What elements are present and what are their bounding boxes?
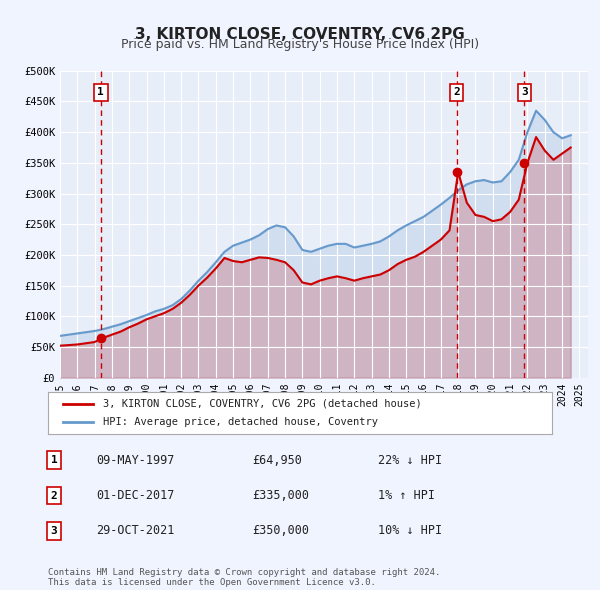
Text: £335,000: £335,000 bbox=[252, 489, 309, 502]
Text: 01-DEC-2017: 01-DEC-2017 bbox=[96, 489, 175, 502]
Text: 2: 2 bbox=[50, 491, 58, 500]
Text: 1: 1 bbox=[97, 87, 104, 97]
Text: 09-MAY-1997: 09-MAY-1997 bbox=[96, 454, 175, 467]
Text: 3: 3 bbox=[521, 87, 528, 97]
Text: 10% ↓ HPI: 10% ↓ HPI bbox=[378, 525, 442, 537]
Text: 29-OCT-2021: 29-OCT-2021 bbox=[96, 525, 175, 537]
Text: 3, KIRTON CLOSE, COVENTRY, CV6 2PG: 3, KIRTON CLOSE, COVENTRY, CV6 2PG bbox=[135, 27, 465, 41]
Text: 1: 1 bbox=[50, 455, 58, 465]
Text: Price paid vs. HM Land Registry's House Price Index (HPI): Price paid vs. HM Land Registry's House … bbox=[121, 38, 479, 51]
Text: 1% ↑ HPI: 1% ↑ HPI bbox=[378, 489, 435, 502]
Text: 3, KIRTON CLOSE, COVENTRY, CV6 2PG (detached house): 3, KIRTON CLOSE, COVENTRY, CV6 2PG (deta… bbox=[103, 399, 422, 409]
Text: 3: 3 bbox=[50, 526, 58, 536]
Text: 22% ↓ HPI: 22% ↓ HPI bbox=[378, 454, 442, 467]
Text: 2: 2 bbox=[454, 87, 460, 97]
Text: HPI: Average price, detached house, Coventry: HPI: Average price, detached house, Cove… bbox=[103, 417, 379, 427]
Text: £350,000: £350,000 bbox=[252, 525, 309, 537]
Text: £64,950: £64,950 bbox=[252, 454, 302, 467]
Text: Contains HM Land Registry data © Crown copyright and database right 2024.
This d: Contains HM Land Registry data © Crown c… bbox=[48, 568, 440, 587]
